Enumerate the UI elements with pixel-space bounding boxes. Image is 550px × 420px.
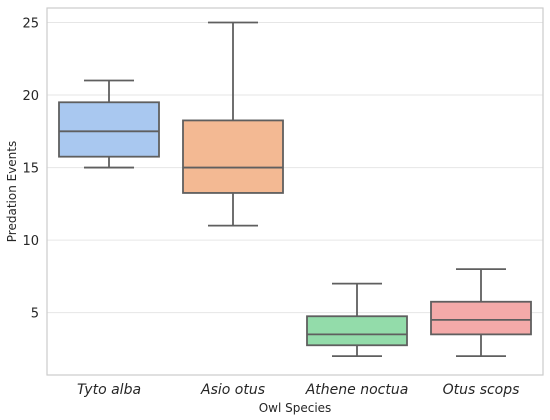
x-tick-label: Otus scops [443, 382, 520, 398]
y-tick-label: 10 [22, 234, 39, 249]
boxes [58, 21, 532, 358]
box-tyto-alba [58, 79, 160, 169]
iqr-box [58, 101, 160, 158]
iqr-box [306, 315, 408, 347]
box-asio-otus [182, 21, 284, 227]
iqr-box [430, 300, 532, 336]
y-tick-labels: 5 10 15 20 25 [22, 17, 39, 322]
iqr-box [182, 119, 284, 194]
x-tick-label: Tyto alba [77, 382, 141, 398]
box-athene-noctua [306, 282, 408, 358]
y-tick-label: 20 [22, 89, 39, 104]
y-axis-title: Predation Events [5, 141, 19, 242]
y-tick-label: 25 [22, 17, 39, 32]
x-tick-labels: Tyto alba Asio otus Athene noctua Otus scop… [77, 382, 519, 398]
y-tick-label: 5 [31, 307, 39, 322]
x-tick-label: Asio otus [200, 382, 265, 398]
x-tick-label: Athene noctua [305, 382, 409, 398]
y-tick-label: 15 [22, 162, 39, 177]
x-axis-title: Owl Species [259, 401, 332, 415]
box-otus-scops [430, 268, 532, 358]
plot-frame [46, 7, 544, 376]
